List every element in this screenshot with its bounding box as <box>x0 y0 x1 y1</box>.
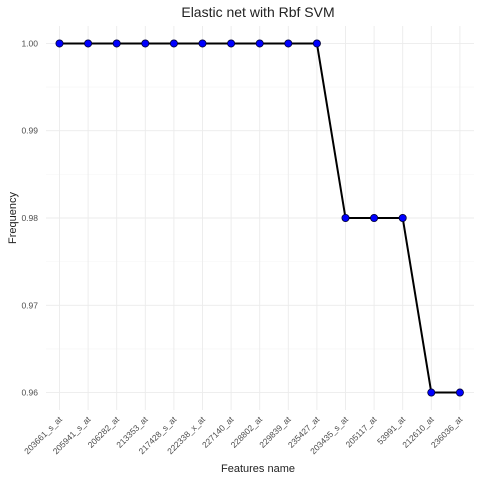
data-point <box>341 213 350 222</box>
y-tick-label: 0.97 <box>21 300 38 310</box>
data-point <box>398 213 407 222</box>
data-point <box>84 39 93 48</box>
y-tick-label: 1.00 <box>21 38 38 48</box>
data-point <box>455 388 464 397</box>
plot-grid <box>46 26 474 410</box>
y-tick-label: 0.98 <box>21 213 38 223</box>
data-point <box>169 39 178 48</box>
data-point <box>141 39 150 48</box>
data-series <box>55 39 464 397</box>
x-axis-ticks: 203661_s_at205941_s_at206282_at213353_at… <box>22 414 465 456</box>
x-tick-label: 205117_at <box>343 414 378 449</box>
data-point <box>427 388 436 397</box>
x-tick-label: 236036_at <box>429 414 465 450</box>
data-point <box>112 39 121 48</box>
y-axis-title: Frequency <box>7 192 19 244</box>
data-point <box>255 39 264 48</box>
data-point <box>198 39 207 48</box>
data-point <box>227 39 236 48</box>
data-point <box>312 39 321 48</box>
data-point <box>370 213 379 222</box>
data-point <box>284 39 293 48</box>
x-axis-title: Features name <box>221 463 295 475</box>
y-tick-label: 0.96 <box>21 388 38 398</box>
data-point <box>55 39 64 48</box>
y-axis-ticks: 0.96 0.97 0.98 0.99 1.00 <box>21 38 38 397</box>
chart-title: Elastic net with Rbf SVM <box>181 4 334 20</box>
y-tick-label: 0.99 <box>21 126 38 136</box>
